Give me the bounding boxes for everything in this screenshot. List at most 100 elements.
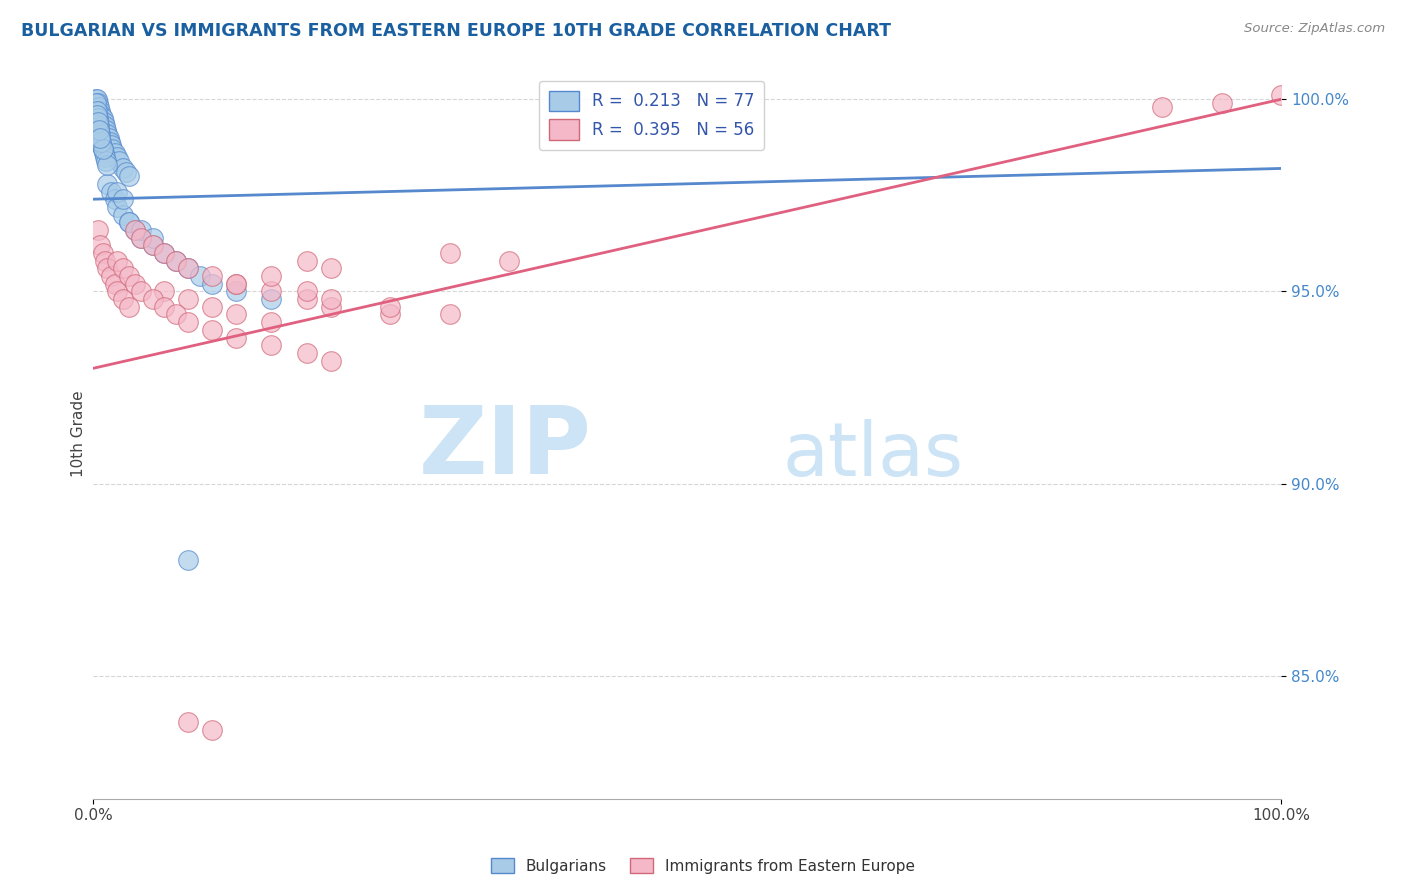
- Point: [105, 185, 128, 199]
- Point: [439, 246, 461, 260]
- Point: [165, 308, 187, 322]
- Point: [86, 108, 108, 122]
- Point: [1152, 100, 1174, 114]
- Point: [89, 115, 111, 129]
- Legend: Bulgarians, Immigrants from Eastern Europe: Bulgarians, Immigrants from Eastern Euro…: [485, 852, 921, 880]
- Point: [87, 112, 110, 126]
- Point: [118, 169, 141, 183]
- Point: [94, 253, 117, 268]
- Point: [177, 553, 200, 567]
- Point: [295, 285, 318, 299]
- Point: [260, 285, 283, 299]
- Point: [118, 215, 141, 229]
- Point: [89, 108, 111, 122]
- Point: [225, 277, 247, 291]
- Point: [89, 127, 111, 141]
- Point: [124, 277, 146, 291]
- Point: [84, 92, 107, 106]
- Point: [118, 300, 141, 314]
- Point: [89, 123, 111, 137]
- Point: [498, 253, 520, 268]
- Point: [86, 100, 108, 114]
- Point: [260, 268, 283, 283]
- Point: [90, 108, 112, 122]
- Point: [89, 112, 111, 126]
- Y-axis label: 10th Grade: 10th Grade: [72, 391, 86, 477]
- Point: [115, 165, 138, 179]
- Point: [86, 103, 108, 118]
- Point: [111, 261, 134, 276]
- Point: [129, 230, 152, 244]
- Point: [87, 112, 110, 126]
- Point: [96, 123, 118, 137]
- Point: [91, 142, 114, 156]
- Point: [201, 723, 224, 737]
- Point: [94, 119, 117, 133]
- Point: [111, 161, 134, 176]
- Point: [103, 146, 125, 161]
- Point: [84, 103, 107, 118]
- Legend: R =  0.213   N = 77, R =  0.395   N = 56: R = 0.213 N = 77, R = 0.395 N = 56: [538, 80, 765, 150]
- Point: [111, 208, 134, 222]
- Text: Source: ZipAtlas.com: Source: ZipAtlas.com: [1244, 22, 1385, 36]
- Point: [319, 292, 342, 306]
- Point: [319, 261, 342, 276]
- Point: [153, 246, 176, 260]
- Point: [91, 112, 114, 126]
- Point: [177, 292, 200, 306]
- Point: [84, 100, 107, 114]
- Point: [153, 285, 176, 299]
- Point: [142, 238, 165, 252]
- Point: [90, 115, 112, 129]
- Point: [90, 138, 112, 153]
- Point: [165, 253, 187, 268]
- Point: [225, 285, 247, 299]
- Point: [86, 108, 108, 122]
- Point: [260, 315, 283, 329]
- Text: atlas: atlas: [782, 419, 963, 492]
- Point: [1211, 96, 1233, 111]
- Point: [201, 268, 224, 283]
- Point: [201, 323, 224, 337]
- Point: [129, 223, 152, 237]
- Point: [103, 277, 125, 291]
- Point: [295, 253, 318, 268]
- Point: [84, 96, 107, 111]
- Point: [124, 223, 146, 237]
- Point: [319, 353, 342, 368]
- Point: [93, 115, 115, 129]
- Point: [96, 127, 118, 141]
- Point: [89, 103, 111, 118]
- Point: [295, 292, 318, 306]
- Point: [260, 292, 283, 306]
- Point: [319, 300, 342, 314]
- Point: [87, 119, 110, 133]
- Point: [91, 142, 114, 156]
- Point: [87, 115, 110, 129]
- Point: [177, 261, 200, 276]
- Point: [108, 153, 131, 168]
- Point: [105, 200, 128, 214]
- Point: [96, 153, 118, 168]
- Point: [165, 253, 187, 268]
- Point: [129, 230, 152, 244]
- Point: [177, 315, 200, 329]
- Point: [1270, 88, 1292, 103]
- Point: [129, 285, 152, 299]
- Point: [118, 268, 141, 283]
- Point: [378, 300, 401, 314]
- Point: [153, 300, 176, 314]
- Point: [96, 177, 118, 191]
- Point: [93, 146, 115, 161]
- Point: [225, 277, 247, 291]
- Point: [94, 127, 117, 141]
- Point: [93, 123, 115, 137]
- Point: [439, 308, 461, 322]
- Point: [100, 138, 122, 153]
- Point: [89, 238, 111, 252]
- Point: [100, 268, 122, 283]
- Point: [90, 135, 112, 149]
- Point: [225, 330, 247, 344]
- Point: [111, 192, 134, 206]
- Point: [142, 292, 165, 306]
